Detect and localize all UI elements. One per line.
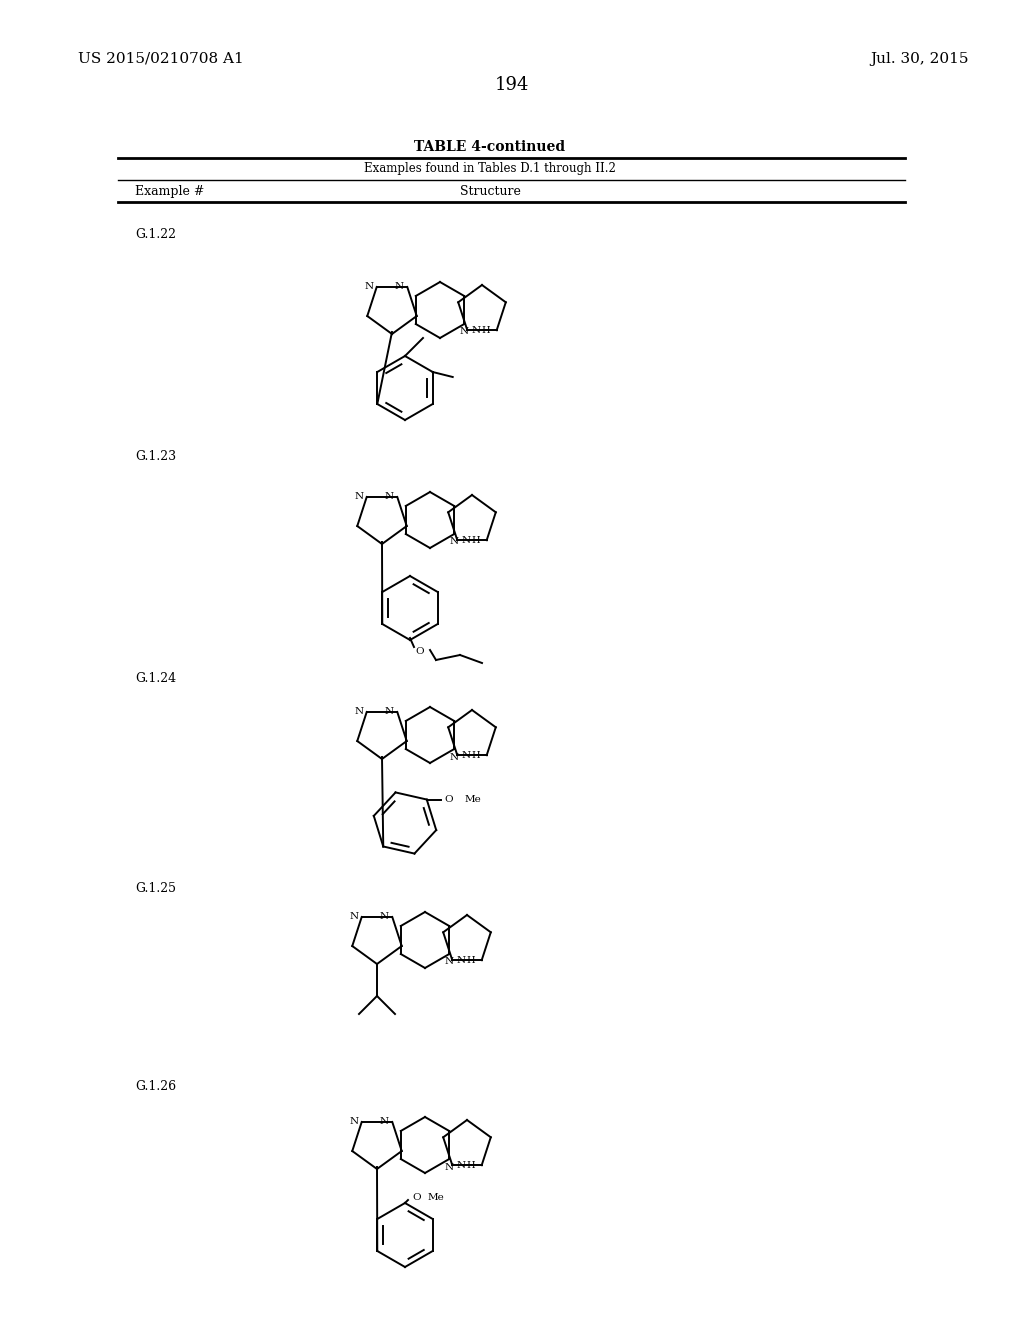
Text: G.1.24: G.1.24 xyxy=(135,672,176,685)
Text: G.1.26: G.1.26 xyxy=(135,1080,176,1093)
Text: 194: 194 xyxy=(495,77,529,94)
Text: Me: Me xyxy=(465,795,481,804)
Text: US 2015/0210708 A1: US 2015/0210708 A1 xyxy=(78,51,244,66)
Text: N: N xyxy=(349,1118,358,1126)
Text: G.1.22: G.1.22 xyxy=(135,228,176,242)
Text: H: H xyxy=(471,751,480,760)
Text: N: N xyxy=(354,492,364,502)
Text: N: N xyxy=(457,956,466,965)
Text: N: N xyxy=(394,282,403,292)
Text: TABLE 4-continued: TABLE 4-continued xyxy=(415,140,565,154)
Text: N: N xyxy=(450,537,459,546)
Text: N: N xyxy=(460,327,469,337)
Text: N: N xyxy=(471,326,480,335)
Text: O: O xyxy=(412,1193,421,1203)
Text: H: H xyxy=(481,326,489,335)
Text: N: N xyxy=(380,1118,389,1126)
Text: N: N xyxy=(461,751,470,760)
Text: N: N xyxy=(444,1163,454,1172)
Text: N: N xyxy=(385,708,394,717)
Text: N: N xyxy=(385,492,394,502)
Text: N: N xyxy=(461,536,470,545)
Text: G.1.23: G.1.23 xyxy=(135,450,176,463)
Text: H: H xyxy=(466,1160,475,1170)
Text: H: H xyxy=(466,956,475,965)
Text: Example #: Example # xyxy=(135,185,205,198)
Text: O: O xyxy=(444,795,454,804)
Text: O: O xyxy=(416,648,424,656)
Text: Examples found in Tables D.1 through II.2: Examples found in Tables D.1 through II.… xyxy=(365,162,616,176)
Text: N: N xyxy=(380,912,389,921)
Text: N: N xyxy=(349,912,358,921)
Text: H: H xyxy=(471,536,480,545)
Text: N: N xyxy=(444,957,454,966)
Text: G.1.25: G.1.25 xyxy=(135,882,176,895)
Text: N: N xyxy=(365,282,374,292)
Text: N: N xyxy=(354,708,364,717)
Text: Jul. 30, 2015: Jul. 30, 2015 xyxy=(870,51,969,66)
Text: N: N xyxy=(450,752,459,762)
Text: Structure: Structure xyxy=(460,185,520,198)
Text: N: N xyxy=(457,1160,466,1170)
Text: Me: Me xyxy=(428,1193,444,1203)
